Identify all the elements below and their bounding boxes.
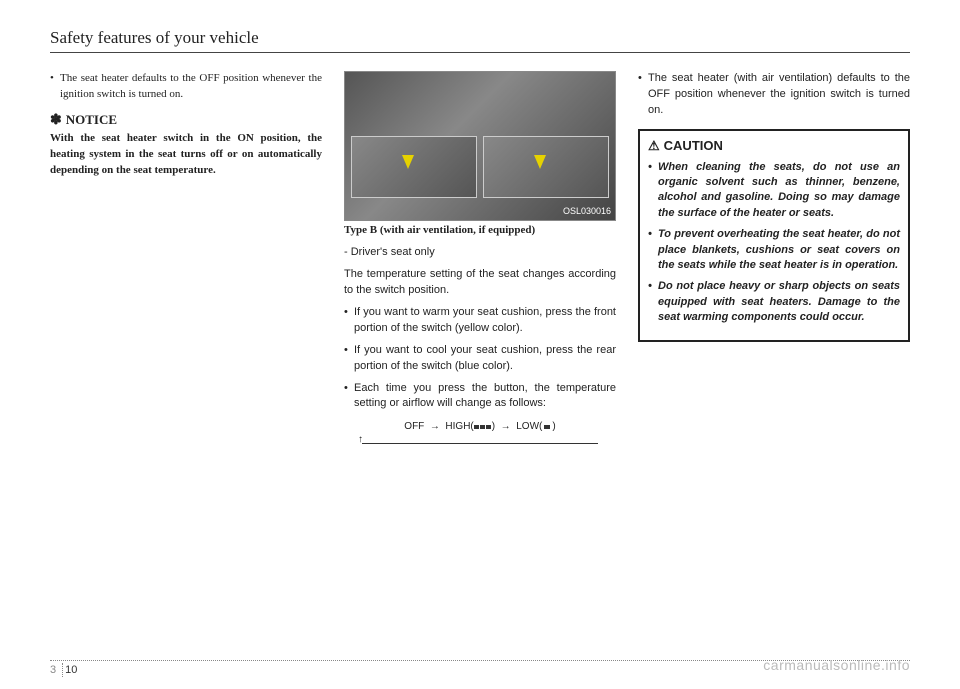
col3-bullet1-text: The seat heater (with air ventilation) d… [648, 71, 910, 119]
caution-c3-text: Do not place heavy or sharp objects on s… [658, 279, 900, 325]
col1-bullet-1: • The seat heater defaults to the OFF po… [50, 71, 322, 103]
content-columns: • The seat heater defaults to the OFF po… [50, 71, 910, 444]
notice-heading: ✽ NOTICE [50, 111, 322, 131]
flow-close2: ) [552, 421, 555, 432]
page-num: 10 [65, 664, 77, 676]
caution-heading: ⚠ CAUTION [648, 137, 900, 156]
col2-b3-text: Each time you press the button, the temp… [354, 381, 616, 413]
bullet-dot: • [648, 227, 658, 273]
caution-head-text: CAUTION [664, 138, 723, 153]
flow-return-line [362, 437, 598, 444]
col2-line1: - Driver's seat only [344, 245, 616, 261]
header-title: Safety features of your vehicle [50, 28, 259, 47]
caution-c1-text: When cleaning the seats, do not use an o… [658, 160, 900, 222]
bullet-dot: • [638, 71, 648, 119]
col3-bullet-1: • The seat heater (with air ventilation)… [638, 71, 910, 119]
bullet-dot: • [648, 160, 658, 222]
col1-bullet1-text: The seat heater defaults to the OFF posi… [60, 71, 322, 103]
caution-bullet-3: • Do not place heavy or sharp objects on… [648, 279, 900, 325]
col2-bullet-2: • If you want to cool your seat cushion,… [344, 343, 616, 375]
col2-para1: The temperature setting of the seat chan… [344, 267, 616, 299]
notice-word: NOTICE [66, 112, 117, 127]
photo-inset-left [351, 136, 477, 198]
bullet-dot: • [344, 343, 354, 375]
manual-page: Safety features of your vehicle • The se… [0, 0, 960, 689]
notice-symbol: ✽ [50, 113, 62, 128]
photo-inset-right [483, 136, 609, 198]
caution-box: ⚠ CAUTION • When cleaning the seats, do n… [638, 129, 910, 342]
bullet-dot: • [344, 305, 354, 337]
pagenum-divider [62, 663, 63, 677]
warning-triangle-icon: ⚠ [648, 138, 660, 153]
caution-bullet-1: • When cleaning the seats, do not use an… [648, 160, 900, 222]
flow-high: HIGH( [445, 421, 473, 432]
photo-insets [351, 136, 609, 198]
level-low-icon [542, 423, 552, 431]
col2-bullet-3: • Each time you press the button, the te… [344, 381, 616, 413]
arrow-icon [402, 155, 414, 169]
flow-sequence: OFF → HIGH() → LOW() [344, 420, 616, 435]
bullet-dot: • [50, 71, 60, 103]
flow-close1: ) [492, 421, 495, 432]
notice-text: With the seat heater switch in the ON po… [50, 131, 322, 179]
bullet-dot: • [648, 279, 658, 325]
page-header: Safety features of your vehicle [50, 28, 910, 53]
col2-bullet-1: • If you want to warm your seat cushion,… [344, 305, 616, 337]
col2-b1-text: If you want to warm your seat cushion, p… [354, 305, 616, 337]
col2-subhead: Type B (with air ventilation, if equippe… [344, 223, 616, 239]
column-1: • The seat heater defaults to the OFF po… [50, 71, 322, 444]
caution-bullet-2: • To prevent overheating the seat heater… [648, 227, 900, 273]
flow-low: LOW( [516, 421, 542, 432]
col2-b2-text: If you want to cool your seat cushion, p… [354, 343, 616, 375]
column-3: • The seat heater (with air ventilation)… [638, 71, 910, 444]
seat-switch-photo: OSL030016 [344, 71, 616, 221]
column-2: OSL030016 Type B (with air ventilation, … [344, 71, 616, 444]
level-high-icon [474, 423, 492, 431]
section-number: 3 [50, 664, 56, 676]
arrow-icon [534, 155, 546, 169]
bullet-dot: • [344, 381, 354, 413]
flow-off: OFF [404, 421, 424, 432]
caution-c2-text: To prevent overheating the seat heater, … [658, 227, 900, 273]
photo-code: OSL030016 [563, 205, 611, 218]
watermark: carmanualsonline.info [763, 657, 910, 673]
